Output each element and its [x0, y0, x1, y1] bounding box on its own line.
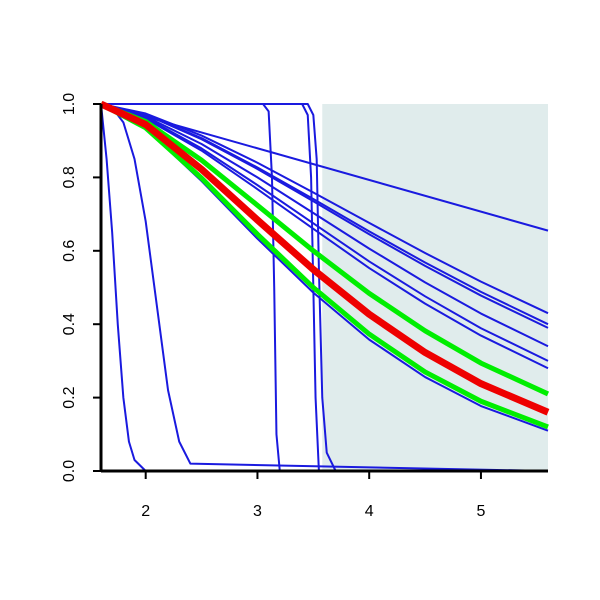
x-tick-label: 3 — [253, 503, 262, 520]
curve — [100, 103, 549, 362]
x-tick-label: 2 — [141, 503, 150, 520]
y-tick-label: 0.8 — [61, 166, 78, 188]
curve — [100, 101, 550, 397]
curve — [101, 103, 548, 472]
x-tick-label: 4 — [365, 503, 374, 520]
curve — [100, 103, 549, 348]
y-tick-label: 0.4 — [61, 313, 78, 335]
x-tick-label: 5 — [476, 503, 485, 520]
y-tick-label: 0.0 — [61, 460, 78, 482]
y-tick-label: 1.0 — [61, 93, 78, 115]
curve — [100, 103, 549, 370]
curve — [100, 103, 549, 315]
curve — [99, 101, 549, 430]
y-tick-label: 0.6 — [61, 240, 78, 262]
curve — [100, 103, 549, 329]
curve — [99, 100, 550, 416]
curve — [101, 103, 548, 472]
y-tick-label: 0.2 — [61, 386, 78, 408]
